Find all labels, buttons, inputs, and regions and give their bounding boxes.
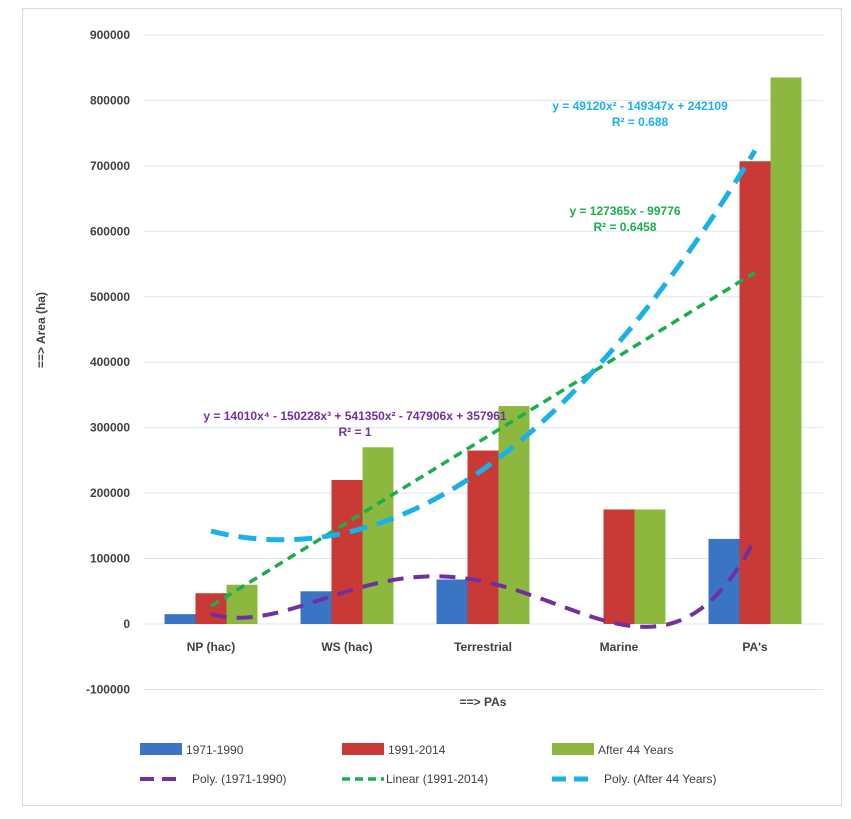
legend-label: After 44 Years bbox=[598, 743, 673, 757]
x-tick-label: WS (hac) bbox=[321, 640, 372, 654]
bar-after-44-years bbox=[770, 77, 802, 625]
x-tick-label: Marine bbox=[600, 640, 639, 654]
bar-1991-2014 bbox=[467, 450, 499, 624]
bar-1971-1990 bbox=[164, 614, 196, 624]
bar-1971-1990 bbox=[436, 579, 468, 624]
y-tick-label: 700000 bbox=[90, 159, 130, 173]
bar-1991-2014 bbox=[739, 161, 771, 624]
legend-label: 1971-1990 bbox=[186, 743, 244, 757]
trendline bbox=[210, 271, 756, 608]
legend-swatch bbox=[140, 743, 182, 755]
trendline-equation: y = 127365x - 99776 bbox=[569, 204, 680, 218]
x-tick-label: NP (hac) bbox=[187, 640, 235, 654]
y-axis-label: ==> Area (ha) bbox=[34, 292, 48, 368]
y-tick-label: 500000 bbox=[90, 290, 130, 304]
legend-label: Poly. (After 44 Years) bbox=[604, 772, 717, 786]
bar-1991-2014 bbox=[331, 480, 363, 624]
y-tick-label: 900000 bbox=[90, 28, 130, 42]
bar-1971-1990 bbox=[708, 538, 740, 624]
legend-label: 1991-2014 bbox=[388, 743, 446, 757]
y-tick-label: 400000 bbox=[90, 355, 130, 369]
x-axis-label: ==> PAs bbox=[460, 695, 507, 709]
trendline bbox=[210, 149, 758, 543]
y-tick-label: 200000 bbox=[90, 486, 130, 500]
trendline-r2: R² = 0.688 bbox=[612, 115, 669, 129]
bar-after-44-years bbox=[634, 509, 666, 624]
y-tick-label: 800000 bbox=[90, 93, 130, 107]
y-tick-label: 100000 bbox=[90, 552, 130, 566]
chart-frame bbox=[22, 8, 842, 806]
bar-1991-2014 bbox=[603, 509, 635, 624]
x-tick-label: Terrestrial bbox=[454, 640, 512, 654]
legend-swatch bbox=[342, 743, 384, 755]
trendline-r2: R² = 0.6458 bbox=[593, 220, 656, 234]
bar-after-44-years bbox=[362, 447, 394, 624]
legend-label: Poly. (1971-1990) bbox=[192, 772, 287, 786]
y-tick-label: -100000 bbox=[86, 682, 130, 696]
legend-swatch bbox=[552, 743, 594, 755]
trendline-r2: R² = 1 bbox=[338, 425, 371, 439]
y-tick-label: 0 bbox=[123, 617, 130, 631]
trendline-equation: y = 14010x⁴ - 150228x³ + 541350x² - 7479… bbox=[203, 409, 507, 423]
y-tick-label: 600000 bbox=[90, 224, 130, 238]
bar-1991-2014 bbox=[195, 593, 227, 624]
legend-label: Linear (1991-2014) bbox=[386, 772, 488, 786]
y-tick-label: 300000 bbox=[90, 421, 130, 435]
x-tick-label: PA's bbox=[742, 640, 768, 654]
trendline-equation: y = 49120x² - 149347x + 242109 bbox=[552, 99, 728, 113]
trendline bbox=[210, 538, 757, 629]
